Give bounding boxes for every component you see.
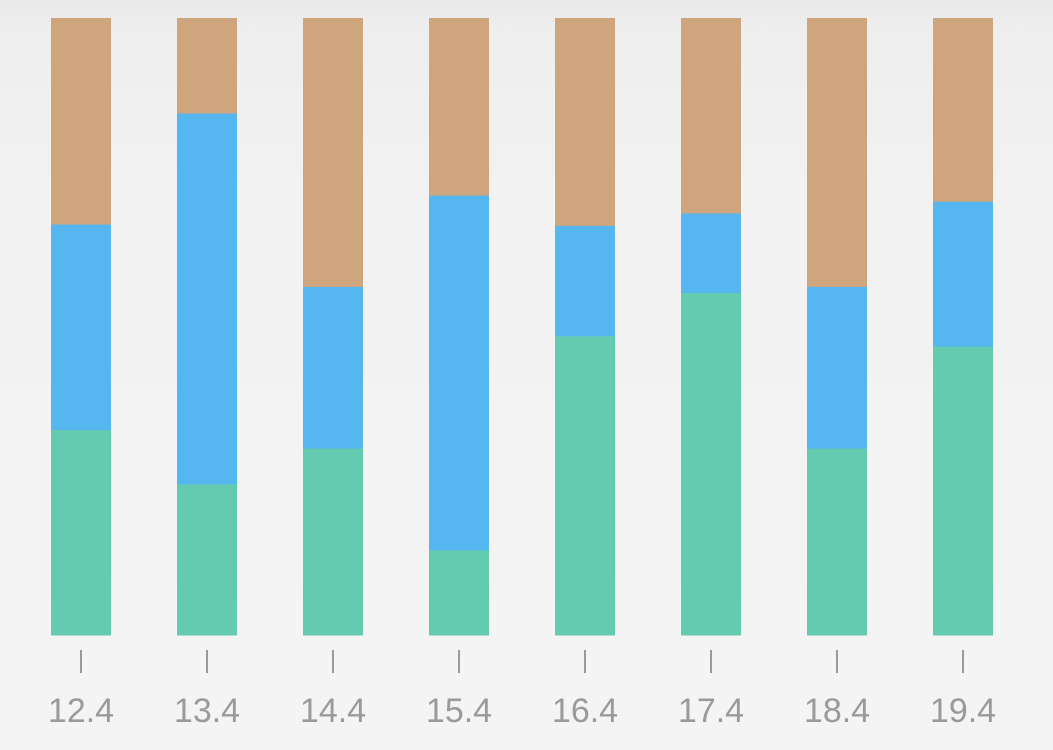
bar-segment-15-4-s2 [429, 195, 489, 551]
bar-segment-12-4-s3 [51, 18, 111, 225]
bar-segment-19-4-s3 [933, 18, 993, 202]
bar-segment-16-4-s3 [555, 18, 615, 226]
bar-segment-12-4-s1 [51, 429, 111, 636]
x-tick-label: 19.4 [930, 692, 996, 730]
bar-segment-14-4-s1 [303, 448, 363, 636]
bar-segment-14-4-s3 [303, 18, 363, 287]
bar-segment-18-4-s1 [807, 448, 867, 636]
bar-segment-16-4-s2 [555, 225, 615, 337]
bar-segment-17-4-s3 [681, 18, 741, 214]
x-axis: 12.4 13.4 14.4 15.4 16.4 17.4 18.4 19.4 [48, 650, 996, 730]
bar-segment-18-4-s2 [807, 286, 867, 449]
x-tick-label: 12.4 [48, 692, 114, 730]
bars-group [51, 18, 993, 636]
bar-segment-19-4-s1 [933, 346, 993, 636]
x-tick-label: 14.4 [300, 692, 366, 730]
bar-segment-13-4-s2 [177, 113, 237, 485]
bar-segment-15-4-s1 [429, 549, 489, 636]
x-tick-label: 15.4 [426, 692, 492, 730]
bar-segment-16-4-s1 [555, 335, 615, 636]
bar-segment-13-4-s3 [177, 18, 237, 114]
x-tick-label: 18.4 [804, 692, 870, 730]
bar-segment-14-4-s2 [303, 286, 363, 449]
x-tick-label: 17.4 [678, 692, 744, 730]
bar-segment-17-4-s2 [681, 212, 741, 294]
x-tick-label: 16.4 [552, 692, 618, 730]
bar-segment-13-4-s1 [177, 483, 237, 636]
bar-segment-19-4-s2 [933, 201, 993, 347]
bar-segment-18-4-s3 [807, 18, 867, 287]
bar-segment-17-4-s1 [681, 292, 741, 636]
x-tick-label: 13.4 [174, 692, 240, 730]
bar-segment-15-4-s3 [429, 18, 489, 196]
bar-segment-12-4-s2 [51, 224, 111, 431]
